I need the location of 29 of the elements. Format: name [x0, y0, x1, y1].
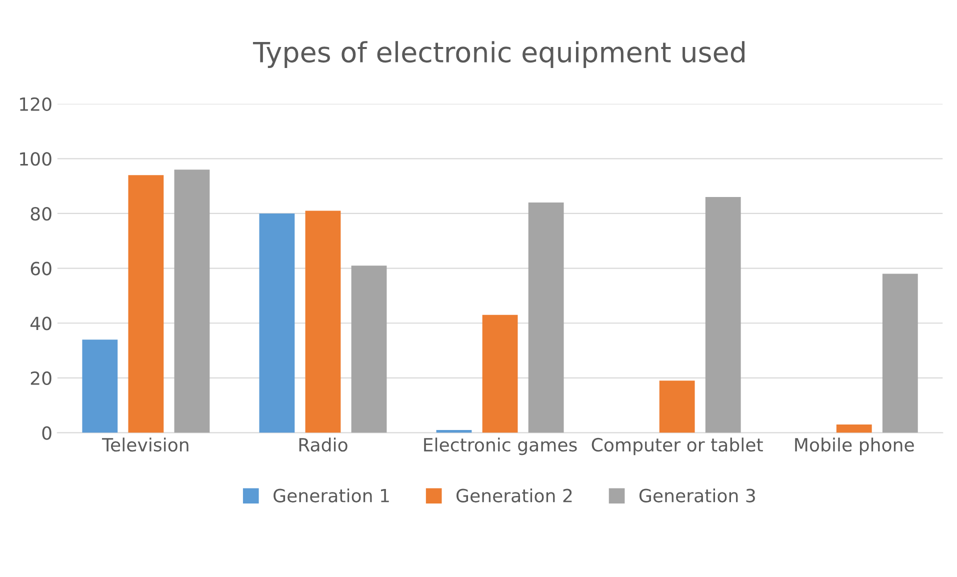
x-tick-label: Television	[102, 438, 188, 452]
legend-label: Generation 3	[639, 488, 755, 502]
y-tick-label: 120	[20, 97, 52, 111]
y-tick-label: 40	[30, 316, 52, 330]
y-tick-label: 100	[20, 152, 52, 166]
y-tick-label: 80	[30, 206, 52, 221]
legend-label: Generation 2	[456, 488, 572, 502]
bar	[259, 213, 295, 433]
bar	[436, 430, 472, 433]
bar	[882, 274, 918, 433]
bar	[528, 202, 564, 433]
bar	[705, 197, 741, 433]
bar	[659, 380, 695, 433]
bar	[482, 314, 518, 433]
bar	[836, 424, 872, 433]
bar	[351, 266, 387, 433]
x-tick-label: Mobile phone	[795, 438, 914, 456]
legend-label: Generation 1	[274, 488, 389, 502]
y-tick-label: 60	[30, 262, 52, 276]
bar	[82, 340, 118, 433]
x-tick-label: Radio	[299, 438, 348, 452]
bar	[128, 175, 164, 433]
chart-title: Types of electronic equipment used	[252, 41, 744, 68]
x-tick-label: Electronic games	[424, 438, 577, 456]
y-tick-label: 20	[30, 371, 52, 386]
y-tick-label: 0	[42, 426, 52, 440]
bar	[174, 170, 210, 433]
bar	[305, 210, 341, 433]
x-tick-label: Computer or tablet	[592, 438, 763, 456]
